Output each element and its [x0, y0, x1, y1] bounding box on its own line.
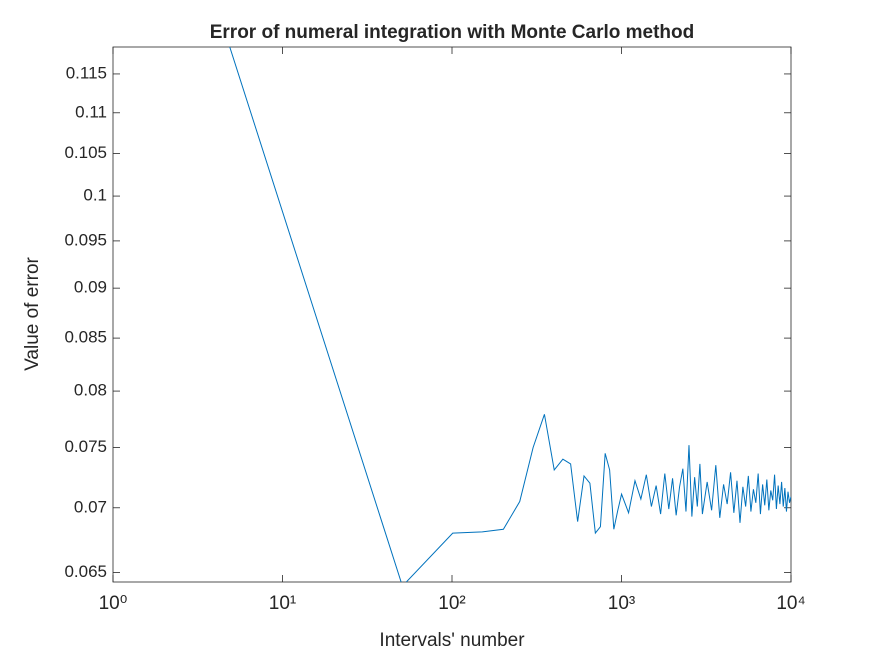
y-tick-label: 0.07 [74, 497, 107, 516]
x-axis-label: Intervals' number [379, 630, 525, 651]
y-tick-label: 0.105 [64, 143, 107, 162]
x-tick-label: 10⁴ [776, 593, 805, 614]
y-tick-label: 0.065 [64, 562, 107, 581]
y-tick-label: 0.075 [64, 437, 107, 456]
x-tick-label: 10² [438, 593, 465, 614]
y-tick-label: 0.115 [66, 63, 107, 82]
chart-title: Error of numeral integration with Monte … [210, 22, 695, 43]
plot-area [229, 47, 791, 582]
y-axis-label: Value of error [22, 256, 43, 370]
y-tick-label: 0.09 [74, 278, 107, 297]
data-line [229, 47, 791, 582]
x-tick-label: 10⁰ [99, 593, 128, 614]
y-tick-label: 0.1 [83, 186, 107, 205]
y-tick-label: 0.08 [74, 381, 107, 400]
x-tick-label: 10¹ [269, 593, 296, 614]
y-tick-label: 0.11 [75, 102, 107, 121]
x-tick-label: 10³ [608, 593, 635, 614]
y-tick-label: 0.095 [64, 230, 107, 249]
y-tick-label: 0.085 [64, 328, 107, 347]
